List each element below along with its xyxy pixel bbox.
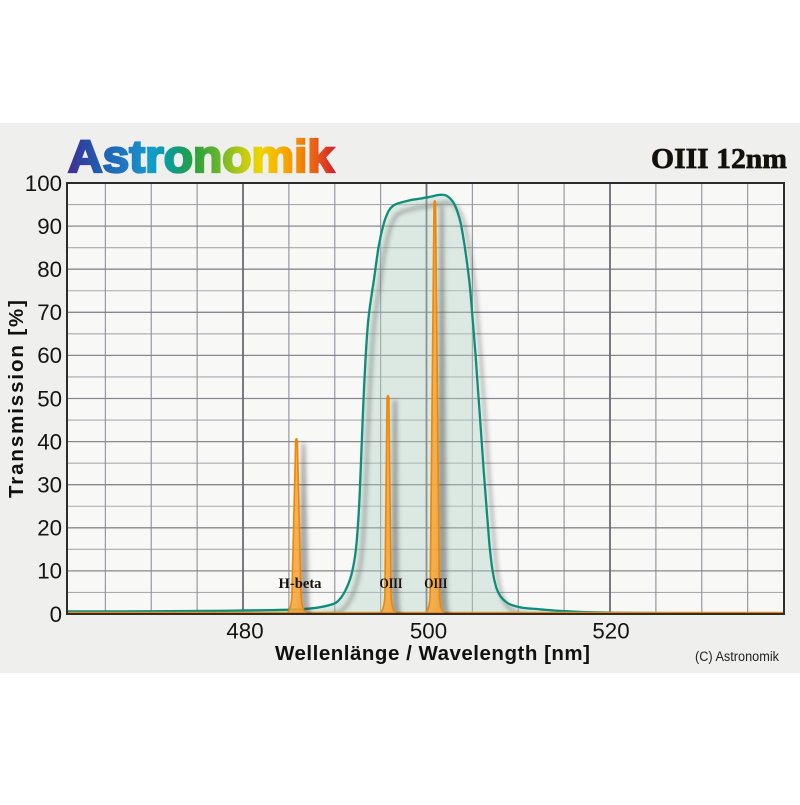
svg-text:70: 70	[37, 300, 62, 325]
svg-text:30: 30	[37, 473, 62, 498]
svg-text:500: 500	[410, 619, 447, 644]
svg-text:Wellenlänge / Wavelength [nm]: Wellenlänge / Wavelength [nm]	[275, 642, 590, 665]
svg-text:480: 480	[226, 619, 263, 644]
svg-text:Transmission [%]: Transmission [%]	[5, 300, 28, 498]
svg-text:20: 20	[37, 516, 62, 541]
svg-text:OIII: OIII	[380, 576, 403, 592]
svg-text:10: 10	[37, 559, 62, 584]
svg-text:40: 40	[37, 429, 62, 454]
svg-text:80: 80	[37, 257, 62, 282]
svg-text:60: 60	[37, 343, 62, 368]
svg-text:OIII: OIII	[424, 576, 447, 592]
svg-text:OIII 12nm: OIII 12nm	[651, 143, 787, 175]
svg-text:50: 50	[37, 386, 62, 411]
svg-text:H-beta: H-beta	[279, 576, 322, 592]
svg-text:100: 100	[25, 171, 62, 196]
svg-text:Astronomik: Astronomik	[68, 131, 335, 182]
svg-text:0: 0	[50, 602, 62, 627]
svg-text:520: 520	[592, 619, 629, 644]
svg-text:90: 90	[37, 214, 62, 239]
svg-text:(C) Astronomik: (C) Astronomik	[695, 649, 779, 664]
